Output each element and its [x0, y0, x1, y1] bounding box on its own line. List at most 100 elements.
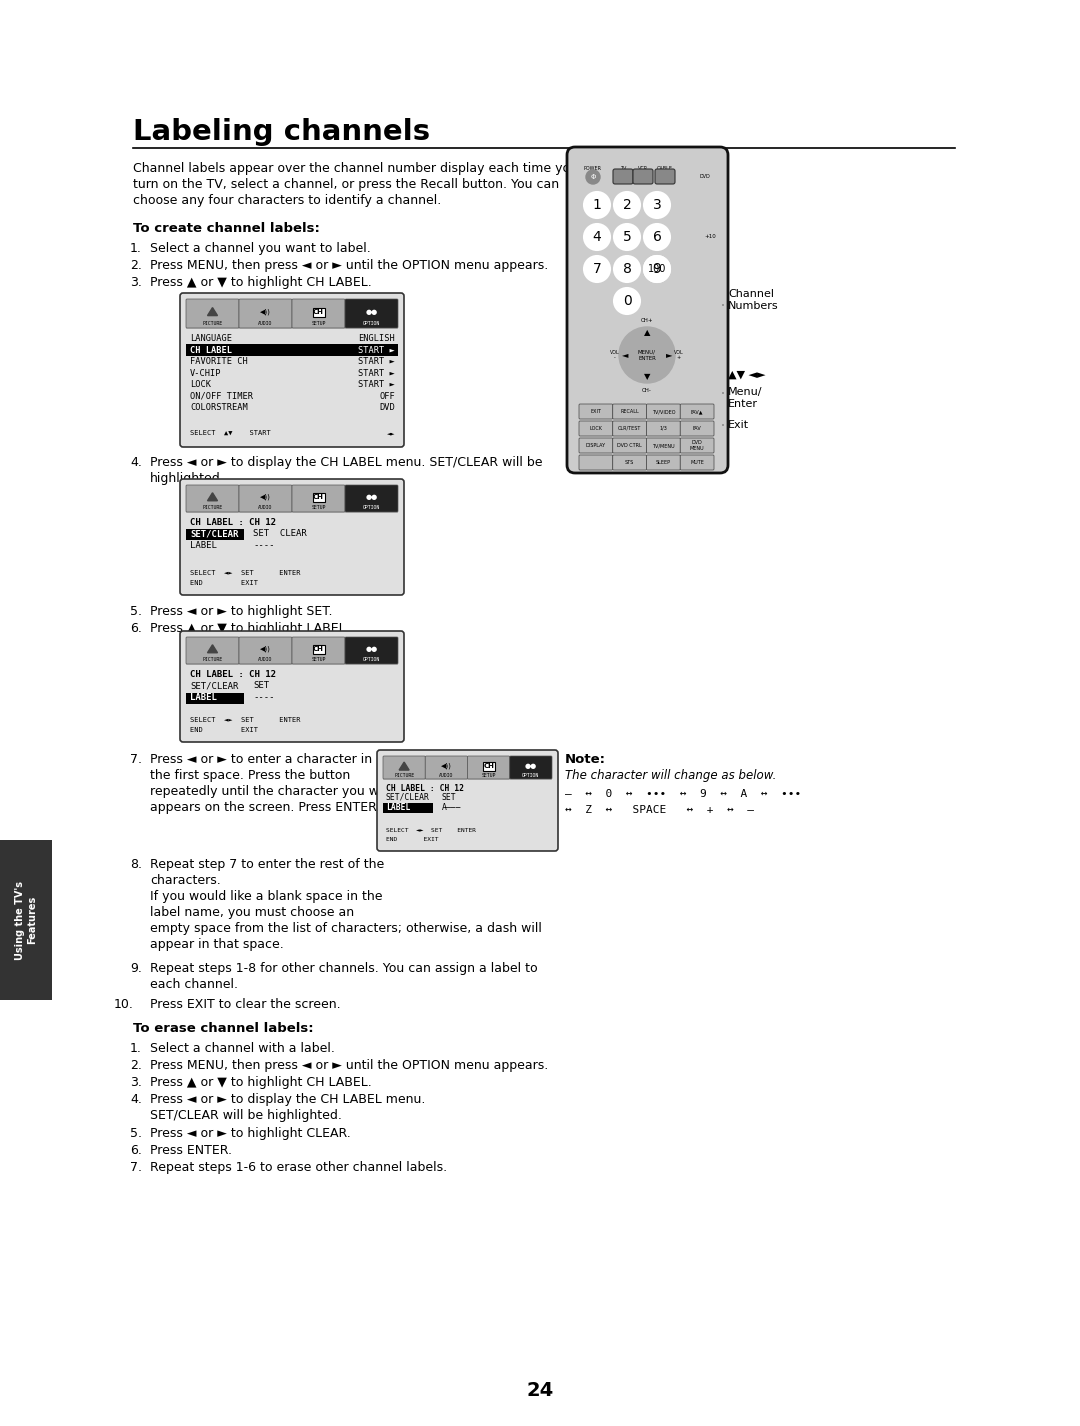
FancyBboxPatch shape [612, 438, 647, 453]
Circle shape [584, 193, 610, 218]
FancyBboxPatch shape [186, 485, 239, 512]
Text: START ►: START ► [359, 369, 395, 378]
Text: SELECT  ◄►  SET      ENTER: SELECT ◄► SET ENTER [190, 570, 300, 576]
Text: FAV: FAV [692, 426, 702, 431]
Text: PICTURE: PICTURE [202, 321, 222, 327]
Text: Press ▲ or ▼ to highlight CH LABEL.: Press ▲ or ▼ to highlight CH LABEL. [150, 277, 372, 289]
Text: Select a channel you want to label.: Select a channel you want to label. [150, 242, 370, 255]
Text: DVD: DVD [379, 404, 395, 412]
Text: TV/VIDEO: TV/VIDEO [651, 409, 675, 414]
Text: ◀)): ◀)) [441, 763, 451, 770]
Text: 2.: 2. [130, 260, 141, 272]
Text: PICTURE: PICTURE [394, 773, 415, 779]
Text: ON/OFF TIMER: ON/OFF TIMER [190, 392, 253, 401]
Text: highlighted.: highlighted. [150, 472, 225, 485]
Text: SET: SET [442, 793, 457, 801]
Circle shape [584, 224, 610, 250]
Circle shape [586, 170, 600, 184]
Text: Press MENU, then press ◄ or ► until the OPTION menu appears.: Press MENU, then press ◄ or ► until the … [150, 1060, 549, 1072]
Text: ●●: ●● [525, 763, 537, 769]
Circle shape [644, 224, 670, 250]
Bar [483, 761, 495, 771]
FancyBboxPatch shape [647, 421, 680, 436]
FancyBboxPatch shape [377, 750, 558, 851]
FancyBboxPatch shape [180, 630, 404, 742]
Text: Press ▲ or ▼ to highlight LABEL.: Press ▲ or ▼ to highlight LABEL. [150, 622, 350, 635]
FancyBboxPatch shape [292, 637, 345, 665]
FancyBboxPatch shape [426, 756, 468, 779]
Bar [0, 840, 52, 1000]
Text: START ►: START ► [359, 345, 395, 355]
Text: 1.: 1. [130, 1042, 141, 1055]
Text: Press ◄ or ► to display the CH LABEL menu. SET/CLEAR will be: Press ◄ or ► to display the CH LABEL men… [150, 456, 542, 469]
Text: Press MENU, then press ◄ or ► until the OPTION menu appears.: Press MENU, then press ◄ or ► until the … [150, 260, 549, 272]
Text: 1.: 1. [130, 242, 141, 255]
FancyBboxPatch shape [654, 170, 675, 184]
Text: PICTURE: PICTURE [202, 657, 222, 663]
Text: END       EXIT: END EXIT [386, 837, 438, 841]
Text: OPTION: OPTION [363, 657, 380, 663]
Text: 5.: 5. [130, 605, 141, 617]
Text: 2: 2 [623, 198, 632, 212]
FancyBboxPatch shape [383, 756, 426, 779]
FancyBboxPatch shape [239, 299, 292, 328]
Text: ►: ► [665, 351, 672, 359]
FancyBboxPatch shape [345, 637, 399, 665]
FancyBboxPatch shape [647, 438, 680, 453]
Text: Press EXIT to clear the screen.: Press EXIT to clear the screen. [150, 998, 340, 1011]
Text: ENGLISH: ENGLISH [359, 334, 395, 344]
Text: ◄►: ◄► [387, 431, 395, 436]
Text: ↔  Z  ↔   SPACE   ↔  +  ↔  –: ↔ Z ↔ SPACE ↔ + ↔ – [565, 806, 754, 816]
FancyBboxPatch shape [345, 299, 399, 328]
Text: PICTURE: PICTURE [202, 505, 222, 511]
Text: Labeling channels: Labeling channels [133, 118, 430, 145]
Text: 24: 24 [526, 1380, 554, 1399]
Text: Press ◄ or ► to display the CH LABEL menu.: Press ◄ or ► to display the CH LABEL men… [150, 1092, 426, 1107]
Text: Press ◄ or ► to highlight CLEAR.: Press ◄ or ► to highlight CLEAR. [150, 1127, 351, 1139]
Text: 10.: 10. [114, 998, 134, 1011]
Bar [186, 299, 399, 329]
Text: LABEL: LABEL [386, 803, 410, 813]
Text: VOL
-: VOL - [610, 349, 620, 361]
FancyBboxPatch shape [647, 404, 680, 419]
FancyBboxPatch shape [613, 170, 633, 184]
Polygon shape [207, 645, 217, 653]
Text: SET/CLEAR will be highlighted.: SET/CLEAR will be highlighted. [150, 1109, 342, 1122]
Text: MENU/: MENU/ [638, 349, 656, 355]
Text: appears on the screen. Press ENTER.: appears on the screen. Press ENTER. [150, 801, 380, 814]
FancyBboxPatch shape [180, 479, 404, 595]
Text: each channel.: each channel. [150, 978, 238, 991]
FancyBboxPatch shape [633, 170, 653, 184]
Text: COLORSTREAM: COLORSTREAM [190, 404, 247, 412]
Text: MUTE: MUTE [690, 461, 704, 465]
Circle shape [615, 193, 640, 218]
Text: LABEL: LABEL [190, 542, 217, 550]
Text: CH LABEL: CH LABEL [190, 345, 232, 355]
Circle shape [615, 224, 640, 250]
FancyBboxPatch shape [612, 404, 647, 419]
Text: 4: 4 [593, 230, 602, 244]
Text: 3.: 3. [130, 277, 141, 289]
Text: 8: 8 [622, 262, 632, 277]
Text: SELECT  ▲▼    START: SELECT ▲▼ START [190, 431, 271, 436]
Text: POWER: POWER [584, 167, 602, 171]
Text: characters.: characters. [150, 874, 220, 887]
Text: repeatedly until the character you want: repeatedly until the character you want [150, 784, 400, 799]
Text: Note:: Note: [565, 753, 606, 766]
Text: SET/CLEAR: SET/CLEAR [386, 793, 430, 801]
Text: Repeat step 7 to enter the rest of the: Repeat step 7 to enter the rest of the [150, 858, 384, 871]
Text: 5.: 5. [130, 1127, 141, 1139]
Text: VOL
+: VOL + [674, 349, 684, 361]
Text: ●●: ●● [365, 646, 378, 652]
Text: DVD: DVD [700, 174, 711, 180]
FancyBboxPatch shape [579, 455, 612, 471]
Text: 3.: 3. [130, 1077, 141, 1089]
Text: 1/3: 1/3 [660, 426, 667, 431]
Bar [312, 645, 324, 653]
Text: Repeat steps 1-6 to erase other channel labels.: Repeat steps 1-6 to erase other channel … [150, 1161, 447, 1174]
Text: CLR/TEST: CLR/TEST [618, 426, 642, 431]
Text: OPTION: OPTION [363, 321, 380, 327]
Text: 2.: 2. [130, 1060, 141, 1072]
FancyBboxPatch shape [680, 455, 714, 471]
Polygon shape [400, 761, 409, 770]
